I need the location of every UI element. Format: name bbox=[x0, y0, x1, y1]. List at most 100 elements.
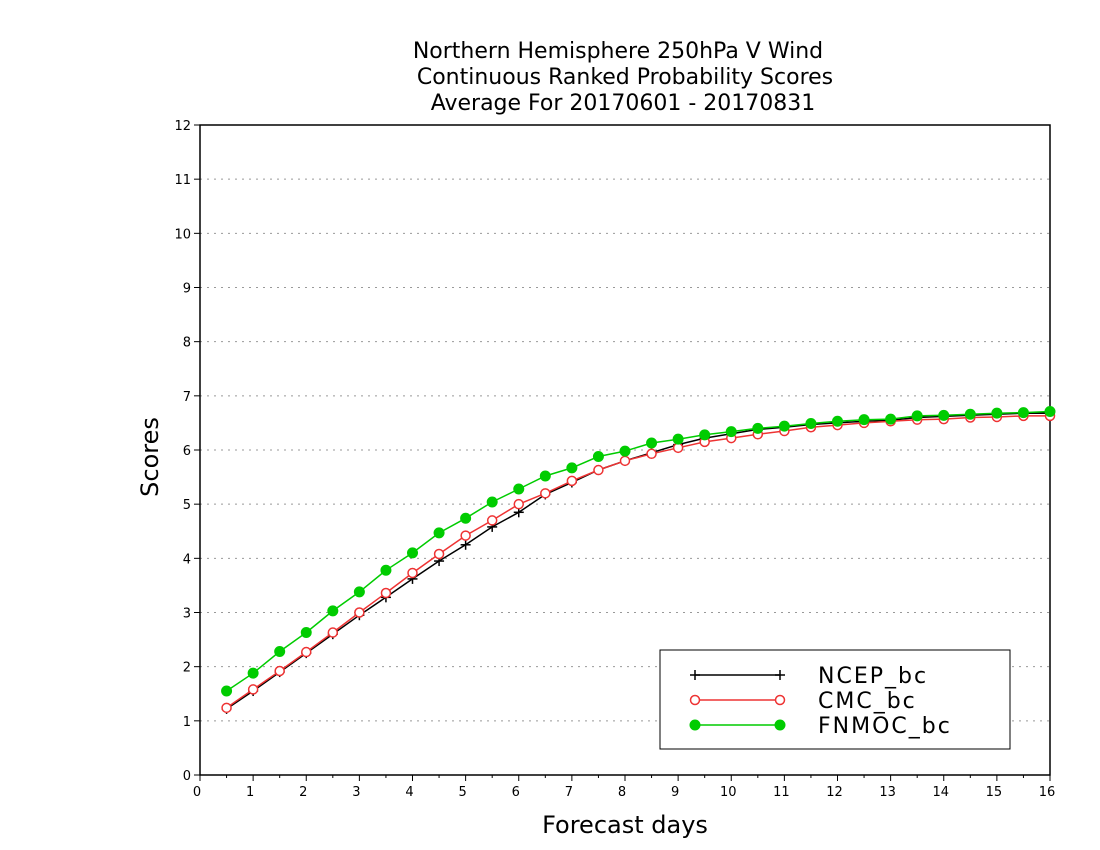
x-tick-label: 13 bbox=[879, 785, 896, 800]
x-tick-label: 10 bbox=[720, 785, 737, 800]
point-FNMOC_bc bbox=[805, 417, 817, 429]
legend-marker-start bbox=[690, 670, 700, 680]
point-CMC_bc bbox=[540, 488, 551, 499]
x-tick-label: 5 bbox=[458, 785, 466, 800]
x-tick-label: 9 bbox=[671, 785, 679, 800]
y-tick-label: 9 bbox=[183, 282, 191, 297]
legend-label: NCEP_bc bbox=[818, 664, 928, 689]
point-FNMOC_bc bbox=[991, 407, 1003, 419]
point-FNMOC_bc bbox=[274, 646, 286, 657]
point-FNMOC_bc bbox=[885, 413, 897, 425]
legend-marker-end bbox=[774, 694, 786, 706]
point-CMC_bc bbox=[301, 646, 312, 658]
point-FNMOC_bc bbox=[221, 685, 233, 697]
legend-item-NCEP_bc: NCEP_bc bbox=[690, 664, 928, 689]
point-CMC_bc bbox=[646, 448, 657, 460]
y-tick-label: 11 bbox=[174, 173, 191, 188]
legend-marker-end bbox=[775, 670, 785, 680]
point-CMC_bc bbox=[380, 587, 392, 599]
point-CMC_bc bbox=[327, 627, 339, 638]
y-tick-label: 7 bbox=[183, 390, 191, 405]
point-FNMOC_bc bbox=[247, 667, 259, 679]
x-tick-label: 2 bbox=[299, 785, 307, 800]
x-tick-label: 16 bbox=[1039, 785, 1056, 800]
chart-title-line-1: Northern Hemisphere 250hPa V Wind bbox=[413, 39, 823, 64]
point-CMC_bc bbox=[619, 455, 631, 467]
point-CMC_bc bbox=[354, 607, 365, 618]
y-tick-label: 10 bbox=[174, 227, 191, 242]
point-FNMOC_bc bbox=[407, 547, 418, 559]
point-FNMOC_bc bbox=[778, 420, 790, 432]
point-CMC_bc bbox=[274, 665, 285, 677]
x-tick-label: 7 bbox=[565, 785, 573, 800]
point-FNMOC_bc bbox=[1017, 407, 1029, 419]
x-tick-label: 15 bbox=[986, 785, 1003, 800]
series-line-FNMOC_bc bbox=[226, 410, 1051, 692]
point-CMC_bc bbox=[486, 515, 498, 526]
point-FNMOC_bc bbox=[566, 462, 578, 474]
point-FNMOC_bc bbox=[752, 422, 764, 434]
point-FNMOC_bc bbox=[513, 483, 525, 495]
point-CMC_bc bbox=[566, 475, 578, 487]
x-axis-ticks: 0 1 2 3 4 5 6 7 8 9 10 11 12 13 14 15 16 bbox=[193, 775, 1055, 800]
point-FNMOC_bc bbox=[380, 564, 392, 576]
point-FNMOC_bc bbox=[300, 627, 312, 639]
chart-title-line-2: Continuous Ranked Probability Scores bbox=[417, 65, 833, 90]
point-FNMOC_bc bbox=[858, 414, 870, 426]
point-CMC_bc bbox=[460, 530, 471, 541]
point-FNMOC_bc bbox=[460, 512, 472, 524]
y-tick-label: 1 bbox=[183, 715, 191, 730]
legend-marker-start bbox=[689, 719, 701, 731]
point-CMC_bc bbox=[221, 702, 232, 714]
legend-label: CMC_bc bbox=[818, 689, 917, 714]
x-tick-label: 14 bbox=[932, 785, 949, 800]
series-FNMOC_bc bbox=[221, 406, 1056, 697]
x-tick-label: 12 bbox=[826, 785, 843, 800]
x-tick-label: 3 bbox=[352, 785, 360, 800]
y-tick-label: 3 bbox=[183, 607, 191, 622]
point-FNMOC_bc bbox=[353, 586, 365, 598]
y-tick-label: 8 bbox=[183, 336, 191, 351]
point-CMC_bc bbox=[593, 464, 604, 476]
point-CMC_bc bbox=[513, 498, 524, 510]
point-CMC_bc bbox=[433, 548, 445, 560]
point-FNMOC_bc bbox=[964, 408, 976, 420]
chart-title-line-3: Average For 20170601 - 20170831 bbox=[431, 91, 816, 116]
point-CMC_bc bbox=[407, 567, 418, 579]
legend-item-FNMOC_bc: FNMOC_bc bbox=[689, 714, 952, 739]
x-tick-label: 6 bbox=[512, 785, 520, 800]
x-axis-label: Forecast days bbox=[542, 811, 708, 839]
point-FNMOC_bc bbox=[911, 410, 923, 422]
y-tick-label: 5 bbox=[183, 498, 191, 513]
point-FNMOC_bc bbox=[646, 437, 658, 449]
y-tick-label: 0 bbox=[183, 769, 191, 784]
point-FNMOC_bc bbox=[539, 470, 551, 482]
x-tick-label: 11 bbox=[773, 785, 790, 800]
y-tick-label: 4 bbox=[183, 552, 191, 567]
legend-item-CMC_bc: CMC_bc bbox=[689, 689, 917, 714]
y-axis-label: Scores bbox=[136, 417, 164, 497]
x-tick-label: 8 bbox=[618, 785, 626, 800]
legend-marker-end bbox=[774, 719, 786, 731]
y-tick-label: 12 bbox=[174, 119, 191, 134]
point-NCEP_bc bbox=[460, 539, 471, 550]
point-FNMOC_bc bbox=[327, 605, 339, 617]
series-group bbox=[221, 406, 1056, 714]
y-tick-label: 6 bbox=[183, 444, 191, 459]
legend-marker-start bbox=[689, 694, 701, 706]
x-tick-label: 0 bbox=[193, 785, 201, 800]
point-FNMOC_bc bbox=[486, 496, 498, 508]
legend-label: FNMOC_bc bbox=[818, 714, 952, 739]
y-tick-label: 2 bbox=[183, 661, 191, 676]
point-FNMOC_bc bbox=[938, 409, 950, 421]
point-FNMOC_bc bbox=[672, 433, 684, 445]
point-FNMOC_bc bbox=[619, 445, 631, 457]
point-FNMOC_bc bbox=[725, 426, 737, 438]
point-FNMOC_bc bbox=[1044, 406, 1056, 418]
point-FNMOC_bc bbox=[433, 527, 445, 539]
x-tick-label: 1 bbox=[246, 785, 254, 800]
point-CMC_bc bbox=[672, 442, 684, 454]
